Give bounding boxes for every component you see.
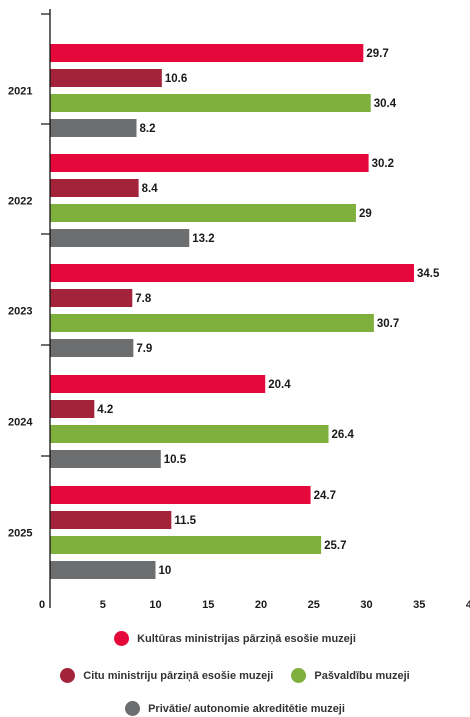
bar-value-label: 10.5 xyxy=(164,454,187,466)
legend-swatch-pasvaldibu xyxy=(291,668,307,683)
bar xyxy=(50,44,364,62)
bar-value-label: 7.9 xyxy=(136,343,152,355)
bar xyxy=(50,314,374,332)
bar xyxy=(50,339,134,357)
legend-swatch-kulturas-ministrija xyxy=(114,631,130,646)
bar xyxy=(50,204,356,222)
legend-row-2: Citu ministriju pārziņā esošie muzeji Pa… xyxy=(0,668,470,683)
bar xyxy=(50,229,190,247)
bar xyxy=(50,486,311,504)
x-tick-label: 25 xyxy=(308,599,320,611)
bar-value-label: 30.7 xyxy=(377,318,399,330)
legend-row-3: Privātie/ autonomie akreditētie muzeji xyxy=(0,701,470,716)
bar xyxy=(50,536,322,554)
bar xyxy=(50,400,95,418)
legend-label-pasvaldibu: Pašvaldību muzeji xyxy=(314,669,410,682)
bar xyxy=(50,94,371,112)
bar-value-label: 34.5 xyxy=(417,268,440,280)
x-tick-label: 35 xyxy=(413,599,425,611)
legend-item-kulturas-ministrija: Kultūras ministrijas pārziņā esošie muze… xyxy=(114,631,356,646)
bar-value-label: 29.7 xyxy=(366,48,388,60)
bar-value-label: 25.7 xyxy=(324,540,346,552)
category-label: 2022 xyxy=(8,196,32,208)
bar xyxy=(50,119,137,137)
bar-value-label: 7.8 xyxy=(135,293,152,305)
legend-label-citu-ministriju: Citu ministriju pārziņā esošie muzeji xyxy=(83,669,274,682)
bar-value-label: 10 xyxy=(159,565,172,577)
category-label: 2024 xyxy=(8,417,33,429)
bar xyxy=(50,425,329,443)
bar-value-label: 26.4 xyxy=(332,429,355,441)
bar xyxy=(50,375,266,393)
bar xyxy=(50,179,139,197)
bar-value-label: 13.2 xyxy=(192,233,214,245)
x-tick-label: 15 xyxy=(202,599,214,611)
legend-item-privatie: Privātie/ autonomie akreditētie muzeji xyxy=(125,701,345,716)
legend-label-privatie: Privātie/ autonomie akreditētie muzeji xyxy=(148,702,345,715)
bar xyxy=(50,450,161,468)
bar-value-label: 4.2 xyxy=(97,404,113,416)
bar xyxy=(50,154,369,172)
legend-item-pasvaldibu: Pašvaldību muzeji xyxy=(291,668,410,683)
bar-value-label: 20.4 xyxy=(268,379,291,391)
bar xyxy=(50,264,414,282)
bar xyxy=(50,561,156,579)
x-tick-label: 5 xyxy=(100,599,106,611)
x-tick-label: 0 xyxy=(39,599,45,611)
bar-value-label: 8.2 xyxy=(140,123,156,135)
legend-item-citu-ministriju: Citu ministriju pārziņā esošie muzeji xyxy=(60,668,273,683)
x-tick-label: 10 xyxy=(149,599,161,611)
bar-value-label: 30.2 xyxy=(372,158,394,170)
bar xyxy=(50,69,162,87)
bar xyxy=(50,511,172,529)
legend-swatch-citu-ministriju xyxy=(60,668,76,683)
bar-value-label: 11.5 xyxy=(174,515,196,527)
category-label: 2023 xyxy=(8,306,32,318)
bar-value-label: 8.4 xyxy=(142,183,159,195)
bar-value-label: 29 xyxy=(359,208,372,220)
x-tick-label: 20 xyxy=(255,599,267,611)
category-label: 2025 xyxy=(8,528,32,540)
bar xyxy=(50,289,133,307)
bar-value-label: 24.7 xyxy=(314,490,336,502)
x-tick-label: 30 xyxy=(360,599,372,611)
bar-value-label: 10.6 xyxy=(165,73,187,85)
category-label: 2021 xyxy=(8,86,32,98)
bar-value-label: 30.4 xyxy=(374,98,397,110)
legend-row-1: Kultūras ministrijas pārziņā esošie muze… xyxy=(0,631,470,646)
legend-label-kulturas-ministrija: Kultūras ministrijas pārziņā esošie muze… xyxy=(137,632,356,645)
x-tick-label: 40 xyxy=(466,599,470,611)
legend-swatch-privatie xyxy=(125,701,141,716)
